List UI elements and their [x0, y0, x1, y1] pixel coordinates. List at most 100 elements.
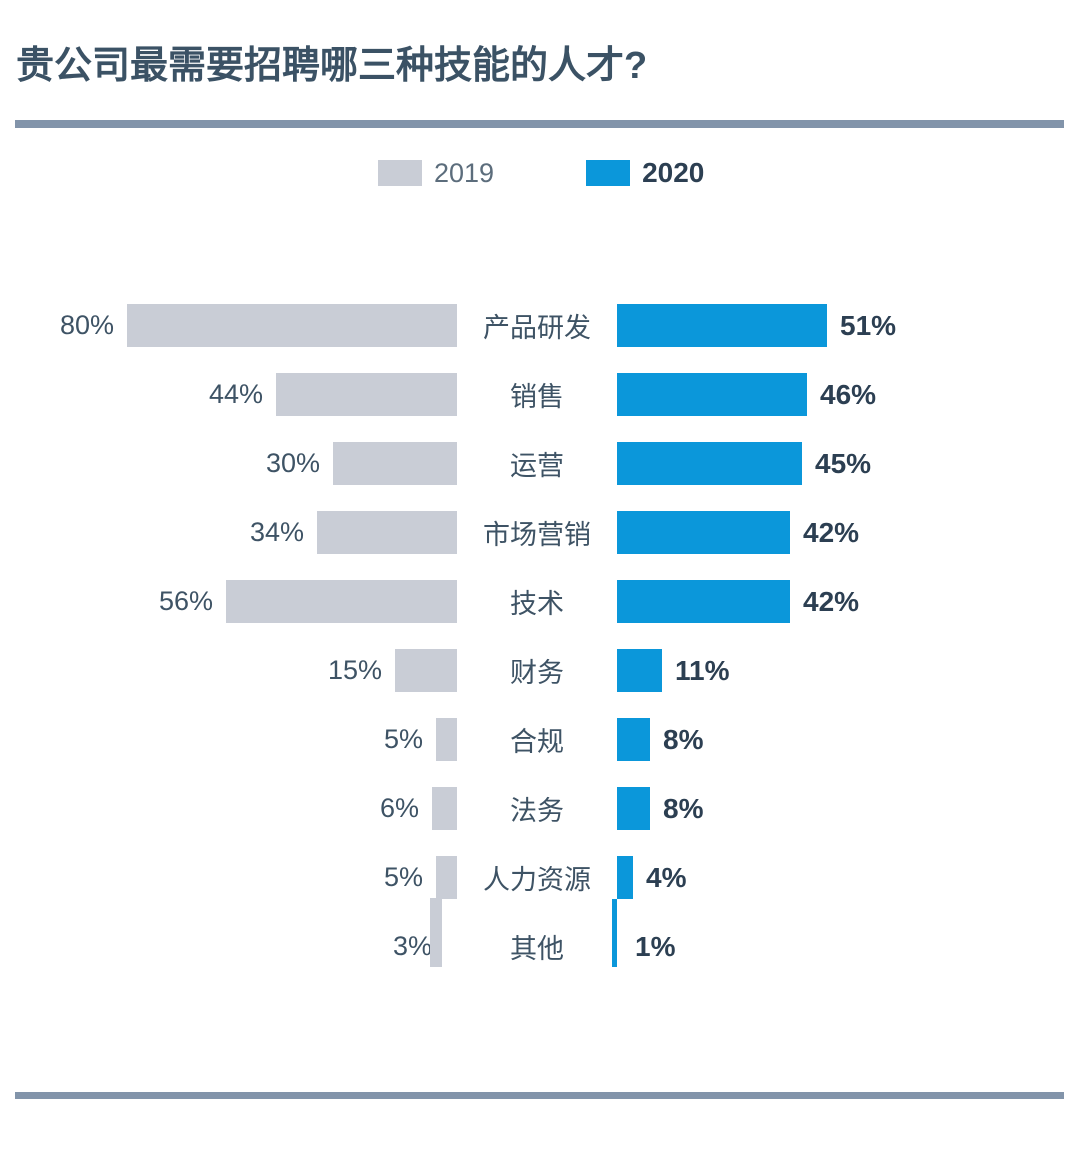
- bar-2020: [617, 442, 802, 485]
- row-left-cell: 80%: [0, 304, 457, 347]
- value-label-2019: 15%: [327, 655, 382, 685]
- value-label-2020: 11%: [675, 654, 730, 686]
- row-left-cell: 56%: [0, 580, 457, 623]
- bar-2019: [395, 649, 457, 692]
- chart-row: 44% 销售 46%: [0, 360, 1078, 429]
- bar-2020: [612, 898, 617, 967]
- category-label: 产品研发: [483, 313, 591, 343]
- title-divider: [15, 120, 1064, 128]
- row-left-cell: 5%: [0, 856, 457, 899]
- value-label-2019: 56%: [158, 586, 213, 616]
- row-category-cell: 产品研发: [457, 306, 617, 345]
- bar-2020: [617, 856, 633, 899]
- bar-2020: [617, 580, 790, 623]
- chart-row: 56% 技术 42%: [0, 567, 1078, 636]
- legend: 2019 2020: [0, 157, 1078, 188]
- bar-2019: [226, 580, 457, 623]
- row-category-cell: 法务: [457, 789, 617, 828]
- chart-row: 5% 合规 8%: [0, 705, 1078, 774]
- bar-2019: [317, 511, 457, 554]
- row-right-cell: 45%: [617, 442, 1078, 485]
- value-label-2020: 42%: [803, 585, 860, 617]
- legend-swatch-2020: [586, 160, 631, 186]
- row-right-cell: 42%: [617, 511, 1078, 554]
- bar-2020: [617, 718, 650, 761]
- row-category-cell: 运营: [457, 444, 617, 483]
- row-category-cell: 技术: [457, 582, 617, 621]
- value-label-2020: 46%: [820, 378, 877, 410]
- value-label-2020: 42%: [803, 516, 860, 548]
- value-label-2020: 4%: [646, 861, 687, 893]
- row-left-cell: 30%: [0, 442, 457, 485]
- row-right-cell: 8%: [617, 787, 1078, 830]
- category-label: 法务: [510, 796, 564, 826]
- bar-2019: [432, 787, 457, 830]
- chart-row: 15% 财务 11%: [0, 636, 1078, 705]
- value-label-2019: 6%: [379, 793, 419, 823]
- value-label-2019: 30%: [265, 448, 320, 478]
- category-label: 人力资源: [483, 865, 591, 895]
- value-label-2020: 8%: [663, 792, 704, 824]
- category-label: 合规: [510, 727, 564, 757]
- row-left-cell: 15%: [0, 649, 457, 692]
- chart-rows: 80% 产品研发 51% 44% 销售 46% 30% 运营 45% 34% 市场营销 42% 56% 技…: [0, 291, 1078, 981]
- row-left-cell: 3%: [0, 898, 457, 981]
- value-label-2020: 45%: [815, 447, 872, 479]
- category-label: 其他: [510, 934, 564, 964]
- chart-row: 34% 市场营销 42%: [0, 498, 1078, 567]
- row-right-cell: 4%: [617, 856, 1078, 899]
- legend-item-2020: 2020: [586, 157, 705, 188]
- category-label: 技术: [510, 589, 564, 619]
- bar-2020: [617, 304, 827, 347]
- value-label-2019: 44%: [208, 379, 263, 409]
- chart-title: 贵公司最需要招聘哪三种技能的人才?: [16, 45, 648, 87]
- row-right-cell: 51%: [617, 304, 1078, 347]
- bar-2019: [276, 373, 457, 416]
- row-right-cell: 11%: [617, 649, 1078, 692]
- row-category-cell: 财务: [457, 651, 617, 690]
- bar-2019: [430, 898, 442, 967]
- legend-item-2019: 2019: [378, 158, 495, 188]
- legend-label-2019: 2019: [434, 158, 495, 188]
- row-right-cell: 1%: [612, 898, 1078, 981]
- bar-2019: [436, 856, 457, 899]
- chart-row: 30% 运营 45%: [0, 429, 1078, 498]
- value-label-2019: 5%: [383, 724, 423, 754]
- row-category-cell: 其他: [457, 927, 617, 966]
- row-category-cell: 市场营销: [457, 513, 617, 552]
- row-right-cell: 46%: [617, 373, 1078, 416]
- row-left-cell: 34%: [0, 511, 457, 554]
- bar-2020: [617, 511, 790, 554]
- footer-divider: [15, 1092, 1064, 1099]
- bar-2020: [617, 373, 807, 416]
- value-label-2020: 1%: [635, 930, 676, 962]
- row-left-cell: 5%: [0, 718, 457, 761]
- category-label: 市场营销: [483, 520, 591, 550]
- chart-row: 6% 法务 8%: [0, 774, 1078, 843]
- row-right-cell: 8%: [617, 718, 1078, 761]
- row-category-cell: 人力资源: [457, 858, 617, 897]
- row-left-cell: 6%: [0, 787, 457, 830]
- category-label: 运营: [510, 451, 564, 481]
- value-label-2020: 8%: [663, 723, 704, 755]
- value-label-2020: 51%: [840, 309, 897, 341]
- chart-row: 3% 其他 1%: [0, 898, 1078, 981]
- row-left-cell: 44%: [0, 373, 457, 416]
- chart-row: 5% 人力资源 4%: [0, 843, 1078, 912]
- bar-2020: [617, 787, 650, 830]
- category-label: 财务: [510, 658, 564, 688]
- row-right-cell: 42%: [617, 580, 1078, 623]
- row-category-cell: 销售: [457, 375, 617, 414]
- legend-label-2020: 2020: [642, 157, 705, 188]
- value-label-2019: 3%: [392, 931, 432, 961]
- category-label: 销售: [510, 382, 564, 412]
- row-category-cell: 合规: [457, 720, 617, 759]
- bar-2020: [617, 649, 662, 692]
- value-label-2019: 5%: [383, 862, 423, 892]
- bar-2019: [333, 442, 457, 485]
- bar-2019: [436, 718, 457, 761]
- legend-swatch-2019: [378, 160, 422, 186]
- bar-2019: [127, 304, 457, 347]
- value-label-2019: 34%: [249, 517, 304, 547]
